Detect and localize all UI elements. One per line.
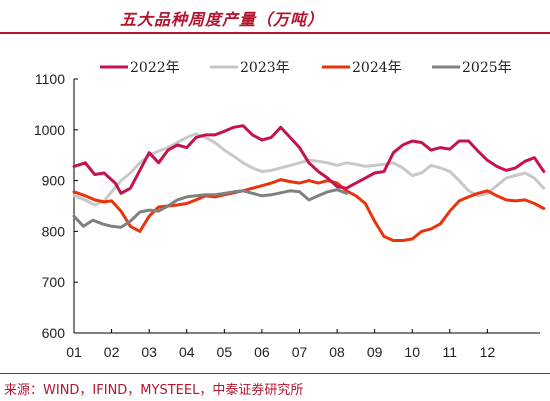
x-tick-label: 07 [292,344,308,360]
y-tick-label: 700 [42,274,66,290]
x-tick-label: 09 [367,344,383,360]
x-tick-label: 03 [141,344,157,360]
source-note: 来源：WIND，IFIND，MYSTEEL，中泰证券研究所 [4,383,304,398]
x-tick-label: 08 [329,344,345,360]
x-tick-label: 04 [179,344,195,360]
x-tick-label: 01 [66,344,82,360]
title-divider [0,32,550,34]
y-tick-label: 1100 [35,71,65,87]
x-tick-label: 10 [404,344,420,360]
line-chart: 600 700 800 900 1000 1100 01 02 03 04 05 06 07 08 09 10… [34,60,546,360]
series-line-2024 [72,178,546,242]
x-tick-label: 02 [104,344,120,360]
x-tick-label: 12 [480,344,496,360]
chart-title: 五大品种周度产量（万吨） [120,10,325,29]
y-tick-label: 800 [42,223,66,239]
y-tick-label: 900 [42,173,66,189]
title-bar: 五大品种周度产量（万吨） [0,0,550,34]
legend-label: 2022年 [130,60,180,76]
legend-label: 2023年 [240,60,290,76]
legend-label: 2024年 [352,60,402,76]
y-tick-label: 1000 [34,122,65,138]
series-line-2025 [72,188,348,229]
source-divider [0,373,550,374]
x-tick-label: 11 [443,344,458,360]
series-line-2022 [72,124,546,195]
y-tick-label: 600 [42,325,66,341]
x-tick-label: 06 [254,344,270,360]
x-tick-label: 05 [217,344,233,360]
legend-label: 2025年 [462,60,512,76]
